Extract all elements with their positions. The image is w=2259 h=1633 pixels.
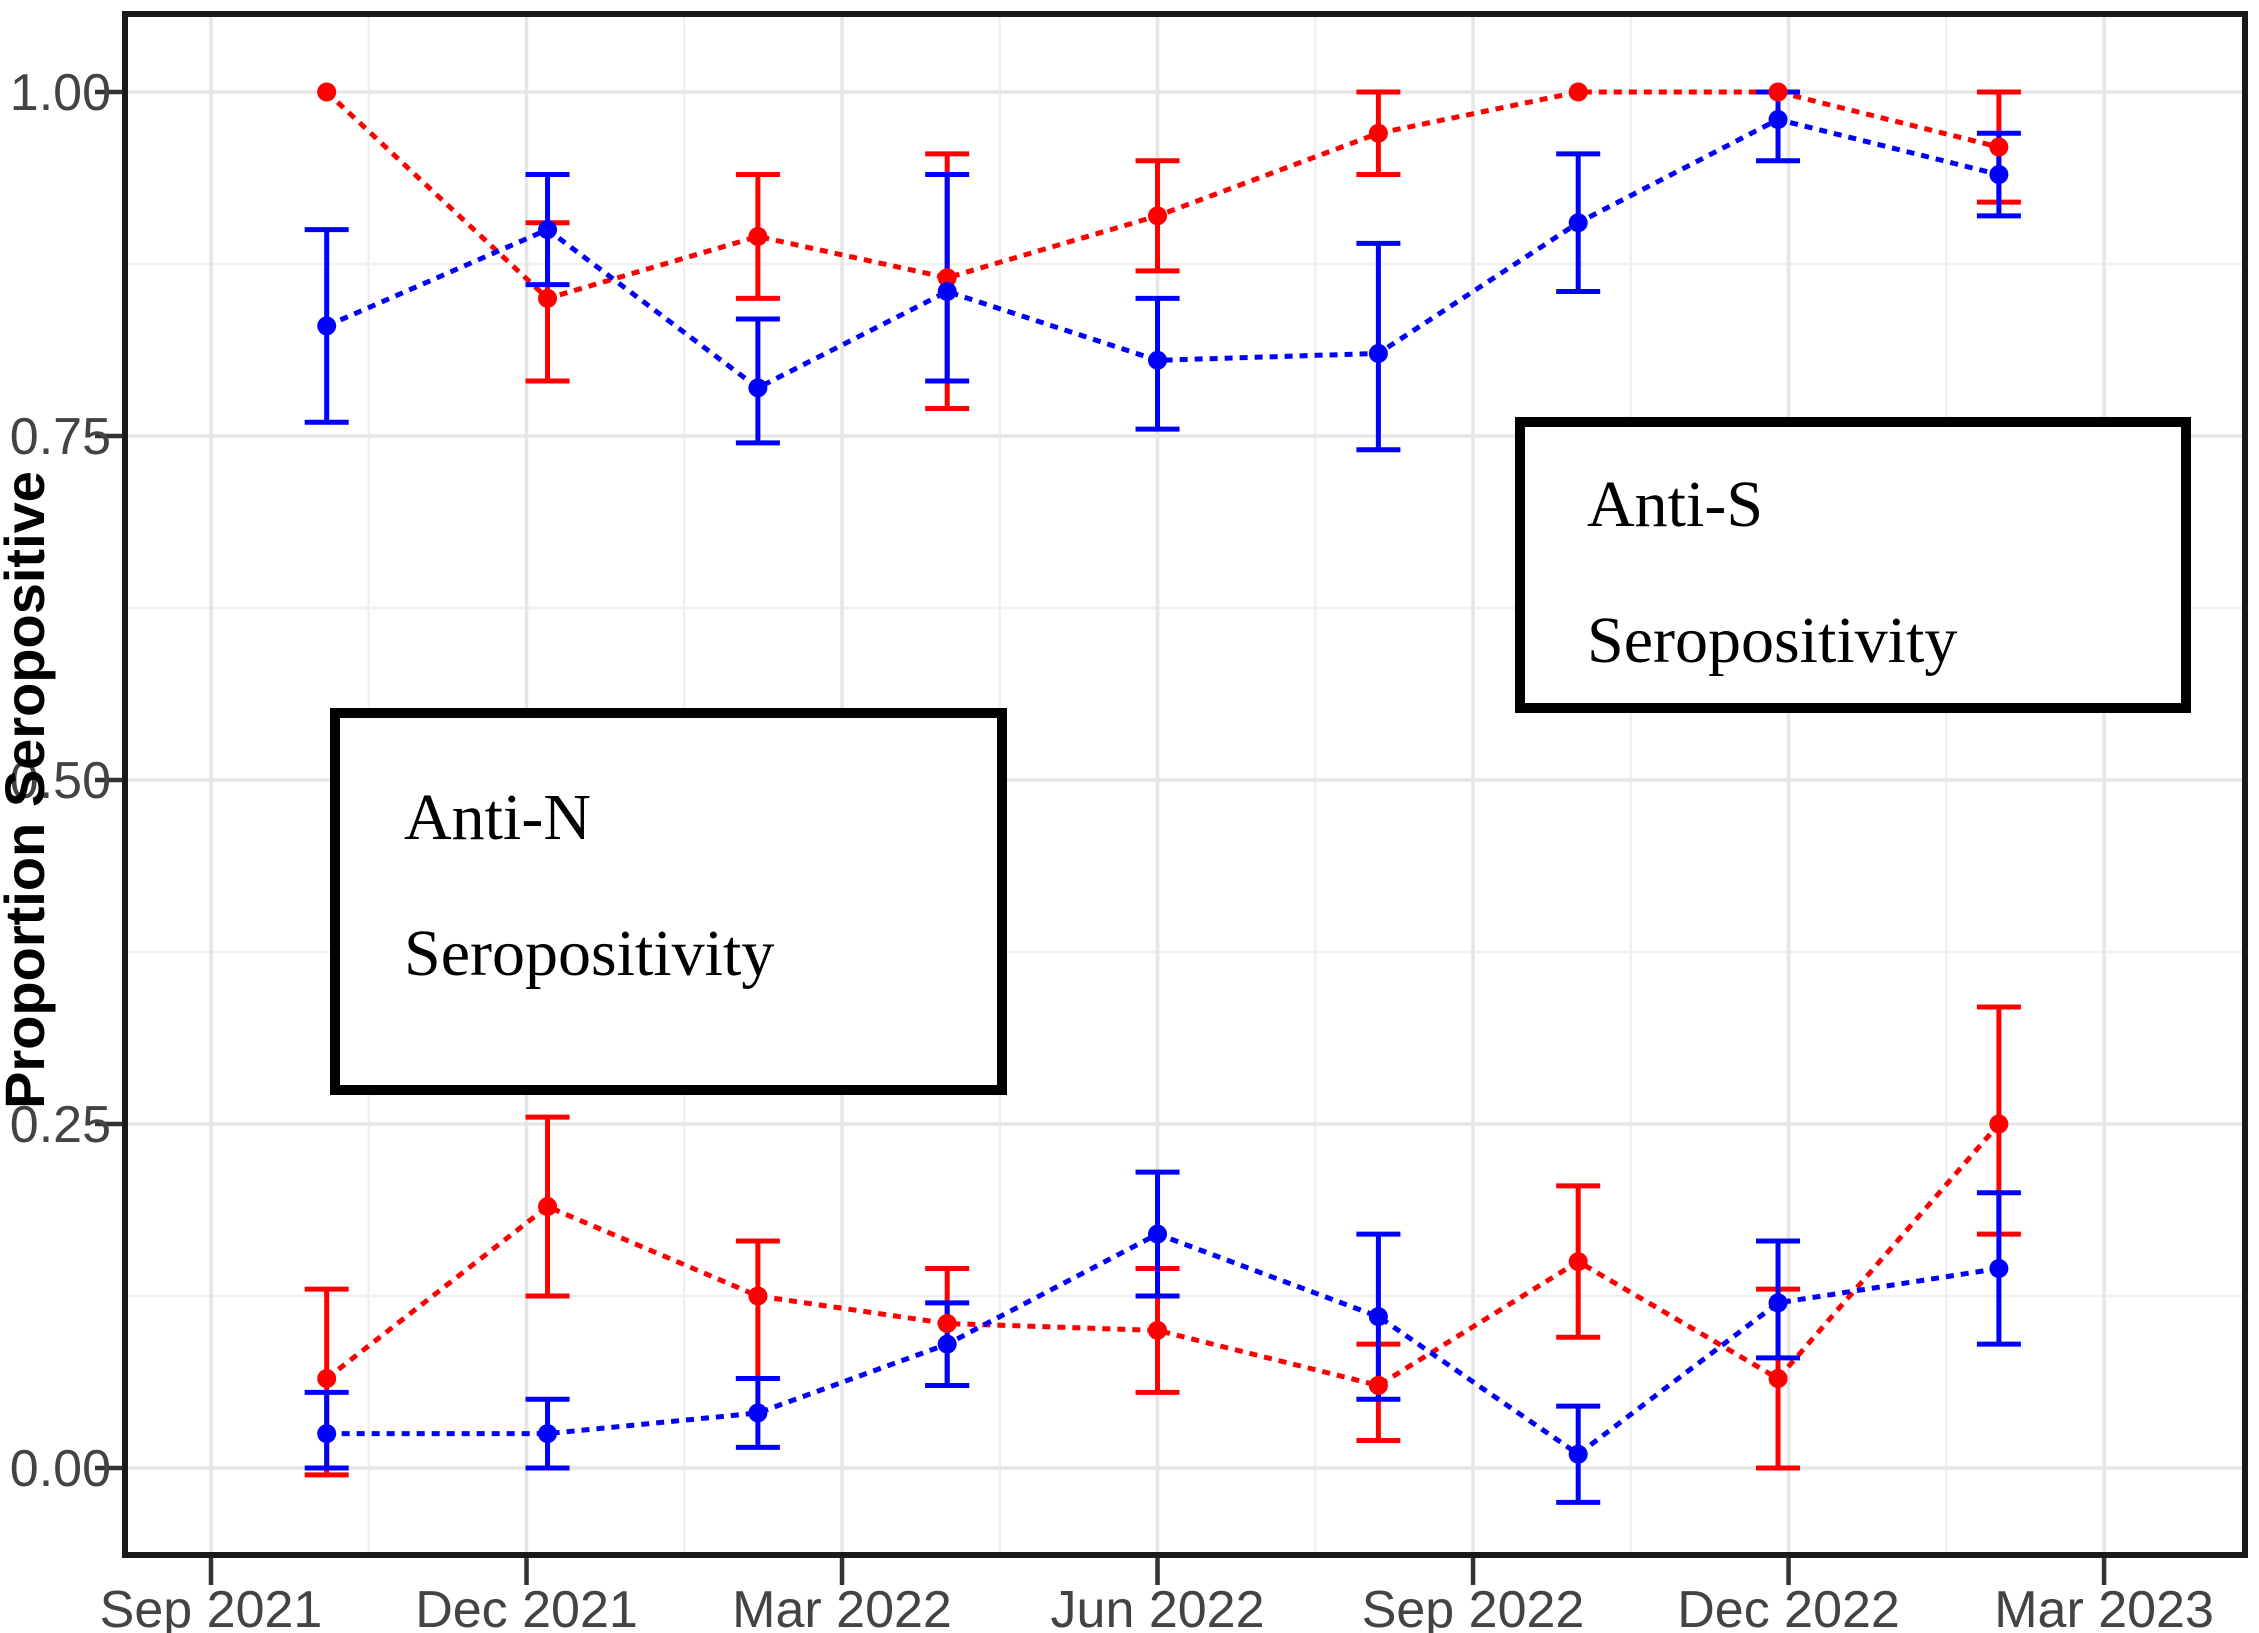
y-tick-label: 0.50 [10,752,111,810]
data-point-anti-s-blue [1148,350,1168,370]
data-point-anti-n-red [317,1369,337,1389]
data-point-anti-s-red [317,82,337,102]
data-point-anti-n-red [1568,1252,1588,1272]
x-tick-label: Dec 2022 [1677,1581,1900,1633]
data-point-anti-n-blue [748,1403,768,1423]
data-point-anti-n-blue [1989,1258,2009,1278]
data-point-anti-s-red [1148,206,1168,226]
data-point-anti-s-red [1989,137,2009,157]
y-tick-label: 0.75 [10,408,111,466]
x-tick-label: Mar 2023 [1994,1581,2214,1633]
data-point-anti-s-red [748,226,768,246]
data-point-anti-s-red [937,268,957,288]
data-point-anti-n-red [748,1286,768,1306]
x-tick-label: Dec 2021 [415,1581,638,1633]
data-point-anti-n-red [1768,1369,1788,1389]
data-point-anti-n-blue [1568,1444,1588,1464]
data-point-anti-s-blue [748,378,768,398]
y-tick-label: 0.00 [10,1440,111,1498]
annotation-anti-n-line2: Seropositivity [404,917,775,990]
x-tick-label: Sep 2022 [1362,1581,1585,1633]
annotation-anti-n-box: Anti-N Seropositivity [330,708,1007,1095]
data-point-anti-n-blue [937,1334,957,1354]
data-point-anti-n-blue [1368,1307,1388,1327]
y-tick-label: 0.25 [10,1096,111,1154]
annotation-anti-n-line1: Anti-N [404,781,591,854]
data-point-anti-n-blue [1768,1293,1788,1313]
data-point-anti-n-blue [1148,1224,1168,1244]
data-point-anti-s-red [1568,82,1588,102]
data-point-anti-n-red [1989,1114,2009,1134]
data-point-anti-s-blue [937,282,957,302]
x-tick-label: Sep 2021 [100,1581,323,1633]
y-axis-title: Proportion Seropositive [0,471,56,1109]
data-point-anti-n-red [937,1314,957,1334]
x-tick-label: Mar 2022 [732,1581,952,1633]
data-point-anti-s-red [538,288,558,308]
data-point-anti-n-red [1148,1320,1168,1340]
data-point-anti-s-red [1768,82,1788,102]
annotation-anti-s-box: Anti-S Seropositivity [1515,417,2191,713]
data-point-anti-n-blue [538,1424,558,1444]
annotation-anti-s-line2: Seropositivity [1587,604,1958,677]
data-point-anti-s-blue [1989,165,2009,185]
data-point-anti-n-red [538,1197,558,1217]
data-point-anti-s-blue [1768,110,1788,130]
annotation-anti-s-line1: Anti-S [1587,468,1764,541]
data-point-anti-s-blue [317,316,337,336]
data-point-anti-s-blue [1368,343,1388,363]
panel-border [122,11,2248,1558]
data-point-anti-s-blue [538,220,558,240]
data-point-anti-n-blue [317,1424,337,1444]
data-point-anti-n-red [1368,1375,1388,1395]
data-point-anti-s-blue [1568,213,1588,233]
data-point-anti-s-red [1368,123,1388,143]
x-tick-label: Jun 2022 [1051,1581,1265,1633]
y-tick-label: 1.00 [10,64,111,122]
